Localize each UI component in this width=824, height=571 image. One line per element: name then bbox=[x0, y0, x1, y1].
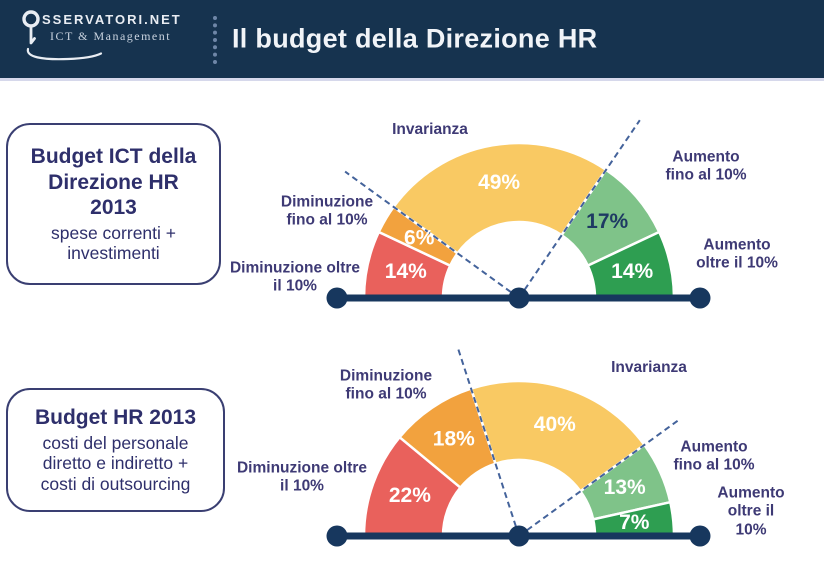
dashed-marker bbox=[457, 349, 520, 537]
segment-value-label: 6% bbox=[404, 227, 435, 250]
info-box-title: Budget HR 2013 bbox=[34, 406, 197, 430]
logo: SSERVATORI.NET ICT & Management bbox=[22, 10, 182, 61]
segment-value-label: 7% bbox=[619, 511, 650, 534]
baseline-dot bbox=[508, 525, 530, 547]
dashed-marker bbox=[518, 119, 641, 299]
segment-label-diminuzione-fino: Diminuzione fino al 10% bbox=[280, 193, 374, 229]
gauge-chart-budget-ict: 14% 6% 49% 17% 14% bbox=[326, 119, 711, 309]
gauge-chart-budget-hr: 22% 18% 40% 13% 7% bbox=[326, 349, 711, 547]
segment-value-label: 14% bbox=[611, 260, 653, 283]
segment-label-aumento-oltre: Aumento oltre il 10% bbox=[717, 484, 785, 539]
header-bar: SSERVATORI.NET ICT & Management Il budge… bbox=[0, 0, 824, 81]
logo-swoosh bbox=[26, 47, 103, 61]
segment-label-diminuzione-oltre: Diminuzione oltre il 10% bbox=[236, 459, 368, 495]
baseline-dot bbox=[689, 287, 711, 309]
gauge-segment-2 bbox=[469, 379, 646, 493]
segment-value-label: 14% bbox=[385, 260, 427, 283]
info-box-subtitle: spese correnti + investimenti bbox=[51, 222, 176, 264]
header-divider bbox=[213, 16, 217, 64]
segment-value-label: 13% bbox=[604, 476, 646, 499]
info-box-budget-ict: Budget ICT della Direzione HR 2013 spese… bbox=[6, 123, 221, 285]
segment-label-aumento-fino: Aumento fino al 10% bbox=[673, 438, 755, 474]
segment-label-diminuzione-oltre: Diminuzione oltre il 10% bbox=[229, 259, 361, 295]
baseline-dot bbox=[689, 525, 711, 547]
segment-label-aumento-oltre: Aumento oltre il 10% bbox=[696, 236, 778, 272]
dashed-marker bbox=[344, 170, 520, 299]
segment-value-label: 17% bbox=[586, 210, 628, 233]
key-icon bbox=[22, 10, 40, 45]
segment-value-label: 40% bbox=[534, 413, 576, 436]
segment-label-aumento-fino: Aumento fino al 10% bbox=[665, 148, 747, 184]
segment-label-invarianza: Invarianza bbox=[392, 120, 468, 138]
info-box-title: Budget ICT della Direzione HR 2013 bbox=[30, 144, 197, 220]
segment-label-diminuzione-fino: Diminuzione fino al 10% bbox=[339, 367, 433, 403]
logo-name: SSERVATORI.NET bbox=[42, 12, 182, 27]
baseline-dot bbox=[326, 287, 348, 309]
segment-value-label: 22% bbox=[389, 484, 431, 507]
info-box-budget-hr: Budget HR 2013 costi del personale diret… bbox=[6, 388, 225, 512]
logo-tagline: ICT & Management bbox=[50, 29, 171, 43]
segment-label-invarianza: Invarianza bbox=[611, 358, 687, 376]
baseline-dot bbox=[326, 525, 348, 547]
segment-value-label: 18% bbox=[433, 428, 475, 451]
slide-title: Il budget della Direzione HR bbox=[232, 23, 598, 54]
segment-value-label: 49% bbox=[478, 171, 520, 194]
dashed-marker bbox=[518, 419, 679, 537]
gauge-segment-2 bbox=[392, 141, 608, 255]
baseline-dot bbox=[508, 287, 530, 309]
info-box-subtitle: costi del personale diretto e indiretto … bbox=[40, 432, 191, 495]
